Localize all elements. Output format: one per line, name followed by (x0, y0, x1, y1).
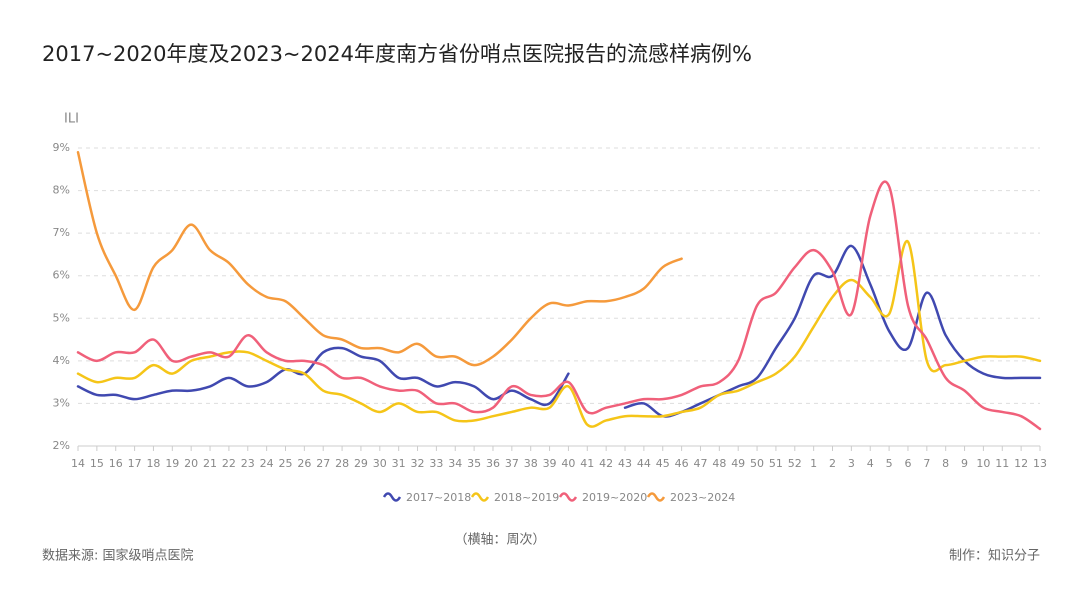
x-tick-label: 10 (976, 457, 990, 470)
x-tick-label: 5 (886, 457, 893, 470)
chart-title: 2017~2020年度及2023~2024年度南方省份哨点医院报告的流感样病例% (42, 42, 752, 66)
x-tick-label: 4 (867, 457, 874, 470)
y-tick-label: 3% (53, 396, 70, 409)
y-tick-label: 9% (53, 141, 70, 154)
series-line (76, 240, 1042, 428)
x-tick-label: 27 (316, 457, 330, 470)
x-tick-label: 43 (618, 457, 632, 470)
x-tick-label: 40 (561, 457, 575, 470)
x-tick-label: 18 (146, 457, 160, 470)
x-tick-label: 37 (505, 457, 519, 470)
y-tick-label: 4% (53, 354, 70, 367)
x-tick-label: 11 (995, 457, 1009, 470)
y-tick-label: 7% (53, 226, 70, 239)
x-tick-label: 33 (429, 457, 443, 470)
series-line (623, 244, 1042, 418)
x-tick-label: 38 (524, 457, 538, 470)
legend-swatch (382, 492, 402, 502)
x-tick-label: 13 (1033, 457, 1047, 470)
x-tick-label: 46 (675, 457, 689, 470)
x-tick-label: 7 (923, 457, 930, 470)
series-line (76, 346, 570, 407)
x-tick-label: 14 (71, 457, 85, 470)
x-tick-label: 21 (203, 457, 217, 470)
x-tick-label: 45 (656, 457, 670, 470)
x-tick-label: 48 (712, 457, 726, 470)
x-tick-label: 9 (961, 457, 968, 470)
legend-swatch (646, 492, 666, 502)
x-tick-label: 35 (467, 457, 481, 470)
x-tick-label: 15 (90, 457, 104, 470)
credit: 制作：知识分子 (949, 548, 1040, 564)
series-line (76, 151, 683, 367)
x-tick-label: 42 (599, 457, 613, 470)
x-tick-label: 41 (580, 457, 594, 470)
x-axis-label: （横轴：周次） (454, 532, 545, 548)
x-tick-label: 23 (241, 457, 255, 470)
x-tick-label: 52 (788, 457, 802, 470)
legend-label: 2018~2019 (494, 491, 559, 504)
x-tick-label: 24 (260, 457, 274, 470)
x-tick-label: 34 (448, 457, 462, 470)
x-tick-label: 30 (373, 457, 387, 470)
x-tick-label: 36 (486, 457, 500, 470)
x-tick-label: 19 (165, 457, 179, 470)
legend-label: 2019~2020 (582, 491, 647, 504)
x-tick-label: 44 (637, 457, 651, 470)
y-tick-label: 2% (53, 439, 70, 452)
x-tick-label: 26 (297, 457, 311, 470)
x-tick-label: 39 (543, 457, 557, 470)
x-tick-label: 31 (392, 457, 406, 470)
y-axis-label: ILI (64, 112, 79, 127)
x-tick-label: 47 (693, 457, 707, 470)
x-tick-label: 25 (278, 457, 292, 470)
legend-label: 2017~2018 (406, 491, 471, 504)
x-tick-label: 2 (829, 457, 836, 470)
x-tick-label: 3 (848, 457, 855, 470)
x-tick-label: 16 (109, 457, 123, 470)
y-tick-label: 8% (53, 184, 70, 197)
series-line (76, 180, 1042, 431)
x-tick-label: 12 (1014, 457, 1028, 470)
x-tick-label: 51 (769, 457, 783, 470)
x-tick-label: 17 (128, 457, 142, 470)
x-tick-label: 32 (411, 457, 425, 470)
source: 数据来源: 国家级哨点医院 (42, 548, 194, 564)
x-tick-label: 29 (354, 457, 368, 470)
legend-swatch (558, 492, 578, 502)
x-tick-label: 28 (335, 457, 349, 470)
x-tick-label: 49 (731, 457, 745, 470)
x-tick-label: 1 (810, 457, 817, 470)
y-tick-label: 5% (53, 311, 70, 324)
legend-label: 2023~2024 (670, 491, 735, 504)
legend-swatch (470, 492, 490, 502)
x-tick-label: 22 (222, 457, 236, 470)
x-tick-label: 6 (904, 457, 911, 470)
x-tick-label: 50 (750, 457, 764, 470)
y-tick-label: 6% (53, 269, 70, 282)
x-tick-label: 8 (942, 457, 949, 470)
x-tick-label: 20 (184, 457, 198, 470)
